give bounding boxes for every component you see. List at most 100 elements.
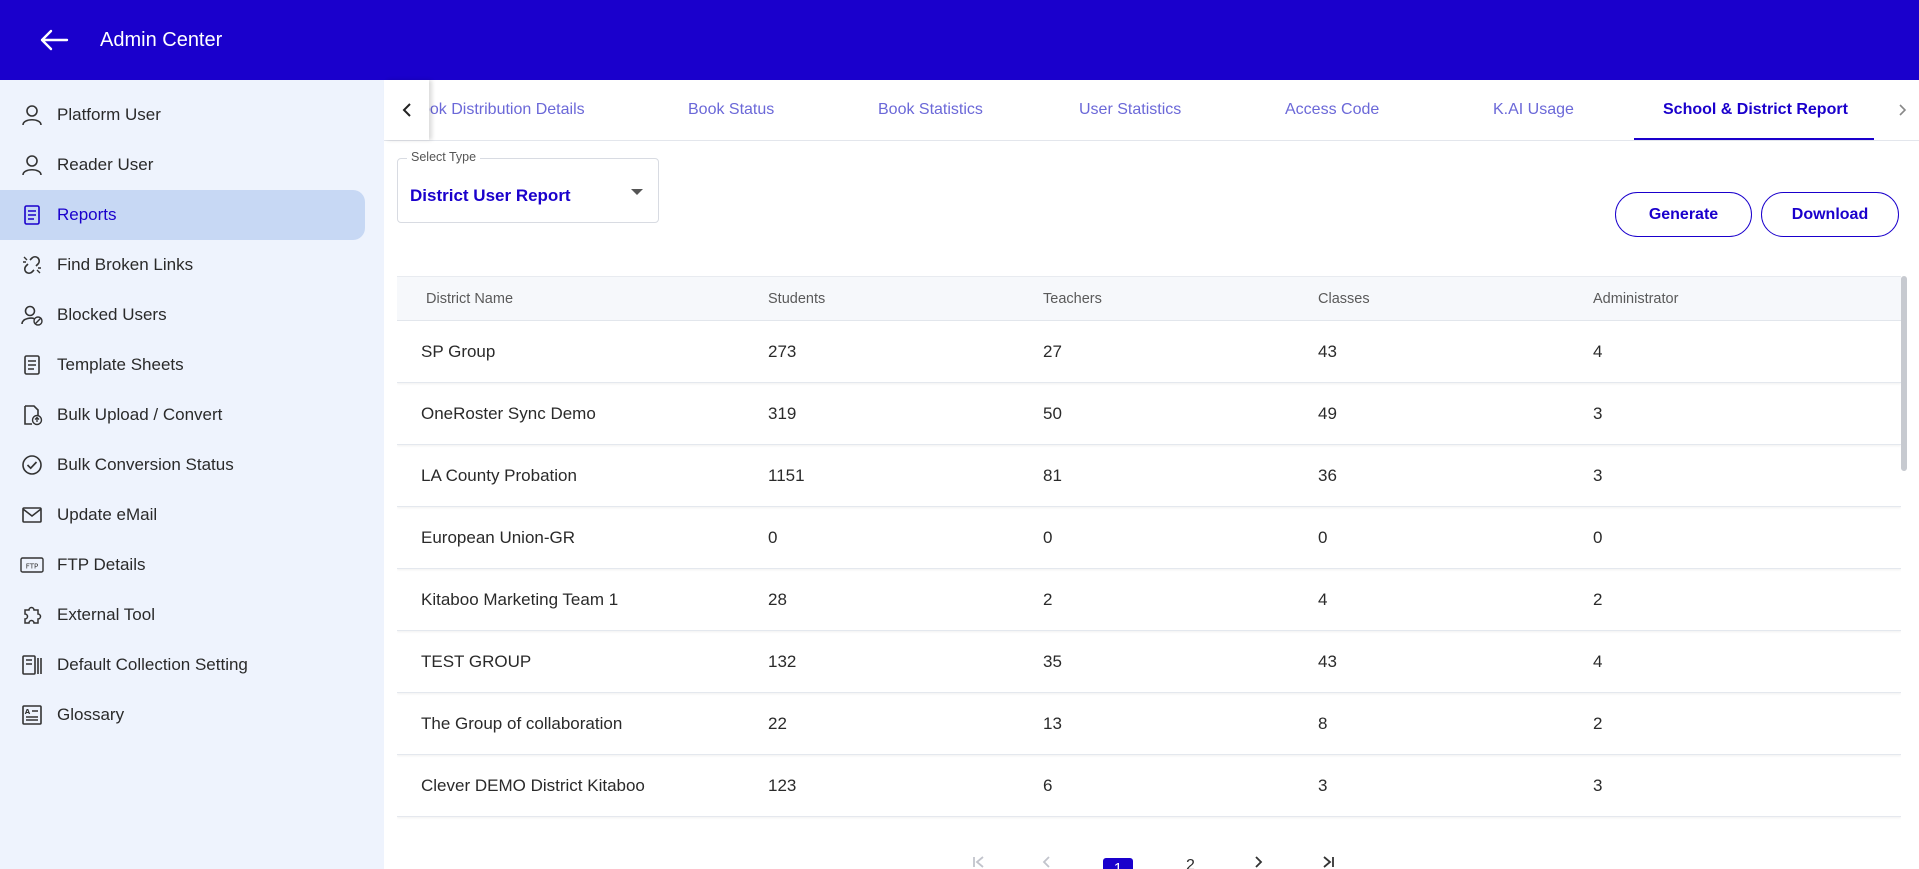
- cell-teachers: 27: [1043, 341, 1062, 361]
- sidebar-item-ftp-details[interactable]: FTP FTP Details: [0, 540, 365, 590]
- select-type-value: District User Report: [410, 186, 571, 205]
- sidebar-item-label: Bulk Conversion Status: [57, 455, 234, 474]
- column-header-students[interactable]: Students: [768, 290, 826, 307]
- last-page-icon[interactable]: [1321, 855, 1335, 869]
- tab-book-distribution-details[interactable]: ook Distribution Details: [421, 101, 585, 118]
- cell-administrator: 2: [1593, 713, 1603, 733]
- table-row[interactable]: SP Group 273 27 43 4: [397, 321, 1901, 383]
- table-row[interactable]: OneRoster Sync Demo 319 50 49 3: [397, 383, 1901, 445]
- page-2-button[interactable]: 2: [1186, 857, 1195, 869]
- table-row[interactable]: The Group of collaboration 22 13 8 2: [397, 693, 1901, 755]
- next-page-icon[interactable]: [1254, 855, 1264, 869]
- cell-classes: 49: [1318, 403, 1337, 423]
- first-page-icon[interactable]: [972, 855, 986, 869]
- cell-administrator: 0: [1593, 527, 1603, 547]
- cell-district-name: LA County Probation: [421, 465, 577, 485]
- broken-link-icon: [20, 253, 44, 277]
- cell-administrator: 2: [1593, 589, 1603, 609]
- cell-students: 1151: [768, 465, 805, 485]
- chevron-left-icon[interactable]: [384, 80, 429, 140]
- table-row[interactable]: LA County Probation 1151 81 36 3: [397, 445, 1901, 507]
- cell-administrator: 3: [1593, 775, 1603, 795]
- cell-administrator: 3: [1593, 403, 1603, 423]
- tab-kai-usage[interactable]: K.AI Usage: [1493, 101, 1574, 118]
- sidebar-item-label: Default Collection Setting: [57, 655, 248, 674]
- generate-button[interactable]: Generate: [1615, 192, 1752, 237]
- cell-students: 319: [768, 403, 797, 423]
- table-row[interactable]: Kitaboo Marketing Team 1 28 2 4 2: [397, 569, 1901, 631]
- table-row[interactable]: European Union-GR 0 0 0 0: [397, 507, 1901, 569]
- district-report-table: District Name Students Teachers Classes …: [397, 276, 1901, 836]
- sidebar-item-label: Platform User: [57, 105, 161, 124]
- sidebar-item-label: Glossary: [57, 705, 125, 724]
- cell-district-name: TEST GROUP: [421, 651, 532, 671]
- sidebar-item-update-email[interactable]: Update eMail: [0, 490, 365, 540]
- sidebar-item-bulk-upload[interactable]: Bulk Upload / Convert: [0, 390, 365, 440]
- tab-book-statistics[interactable]: Book Statistics: [878, 101, 983, 118]
- sidebar-item-default-collection-setting[interactable]: Default Collection Setting: [0, 640, 365, 690]
- document-icon: [20, 203, 44, 227]
- cell-teachers: 6: [1043, 775, 1053, 795]
- sidebar-item-label: Bulk Upload / Convert: [57, 405, 223, 424]
- sidebar-item-reader-user[interactable]: Reader User: [0, 140, 365, 190]
- tab-user-statistics[interactable]: User Statistics: [1079, 101, 1182, 118]
- sidebar-item-label: Reports: [57, 205, 117, 224]
- sidebar-item-blocked-users[interactable]: Blocked Users: [0, 290, 365, 340]
- cell-classes: 43: [1318, 341, 1337, 361]
- cell-district-name: European Union-GR: [421, 527, 576, 547]
- main-content: ook Distribution Details Book Status Boo…: [384, 80, 1919, 869]
- blocked-user-icon: [20, 303, 44, 327]
- top-app-bar: Admin Center: [0, 0, 1919, 80]
- table-header: District Name Students Teachers Classes …: [397, 277, 1901, 321]
- page-1-button[interactable]: 1: [1103, 858, 1133, 869]
- cell-teachers: 35: [1043, 651, 1062, 671]
- sidebar-item-platform-user[interactable]: Platform User: [0, 90, 365, 140]
- tab-book-status[interactable]: Book Status: [688, 101, 775, 118]
- cell-students: 22: [768, 713, 787, 733]
- tab-access-code[interactable]: Access Code: [1285, 101, 1380, 118]
- pagination: 1 2: [384, 847, 1919, 869]
- sidebar-item-reports[interactable]: Reports: [0, 190, 365, 240]
- active-tab-indicator: [1634, 138, 1874, 140]
- cell-students: 273: [768, 341, 797, 361]
- column-header-district-name[interactable]: District Name: [426, 290, 514, 307]
- column-header-teachers[interactable]: Teachers: [1043, 290, 1102, 307]
- sidebar-item-glossary[interactable]: A Glossary: [0, 690, 365, 740]
- svg-text:A: A: [25, 708, 31, 716]
- glossary-icon: A: [20, 703, 44, 727]
- cell-classes: 8: [1318, 713, 1328, 733]
- sidebar-item-bulk-conversion-status[interactable]: Bulk Conversion Status: [0, 440, 365, 490]
- table-row[interactable]: Clever DEMO District Kitaboo 123 6 3 3: [397, 755, 1901, 817]
- cell-classes: 3: [1318, 775, 1328, 795]
- download-button[interactable]: Download: [1761, 192, 1899, 237]
- back-arrow-icon[interactable]: [36, 22, 72, 58]
- cell-district-name: OneRoster Sync Demo: [421, 403, 596, 423]
- cell-classes: 4: [1318, 589, 1328, 609]
- mail-icon: [20, 503, 44, 527]
- sidebar-item-external-tool[interactable]: External Tool: [0, 590, 365, 640]
- sidebar-item-label: Template Sheets: [57, 355, 184, 374]
- user-icon: [20, 103, 44, 127]
- select-type-dropdown[interactable]: Select Type District User Report: [397, 150, 659, 223]
- cell-students: 132: [768, 651, 797, 671]
- cell-teachers: 0: [1043, 527, 1053, 547]
- cell-administrator: 4: [1593, 651, 1603, 671]
- column-header-classes[interactable]: Classes: [1318, 290, 1370, 307]
- cell-classes: 43: [1318, 651, 1337, 671]
- sidebar-item-find-broken-links[interactable]: Find Broken Links: [0, 240, 365, 290]
- cell-administrator: 4: [1593, 341, 1603, 361]
- cell-district-name: The Group of collaboration: [421, 713, 623, 733]
- column-header-administrator[interactable]: Administrator: [1593, 290, 1679, 307]
- sidebar-item-template-sheets[interactable]: Template Sheets: [0, 340, 365, 390]
- ftp-icon: FTP: [20, 553, 44, 577]
- tab-school-district-report[interactable]: School & District Report: [1663, 101, 1848, 118]
- sidebar-item-label: FTP Details: [57, 555, 146, 574]
- app-title: Admin Center: [100, 28, 223, 51]
- check-circle-icon: [20, 453, 44, 477]
- table-row[interactable]: TEST GROUP 132 35 43 4: [397, 631, 1901, 693]
- cell-district-name: Kitaboo Marketing Team 1: [421, 589, 619, 609]
- select-type-label: Select Type: [407, 150, 481, 164]
- chevron-right-icon[interactable]: [1884, 80, 1919, 140]
- previous-page-icon[interactable]: [1041, 855, 1051, 869]
- table-scrollbar-thumb[interactable]: [1901, 276, 1907, 471]
